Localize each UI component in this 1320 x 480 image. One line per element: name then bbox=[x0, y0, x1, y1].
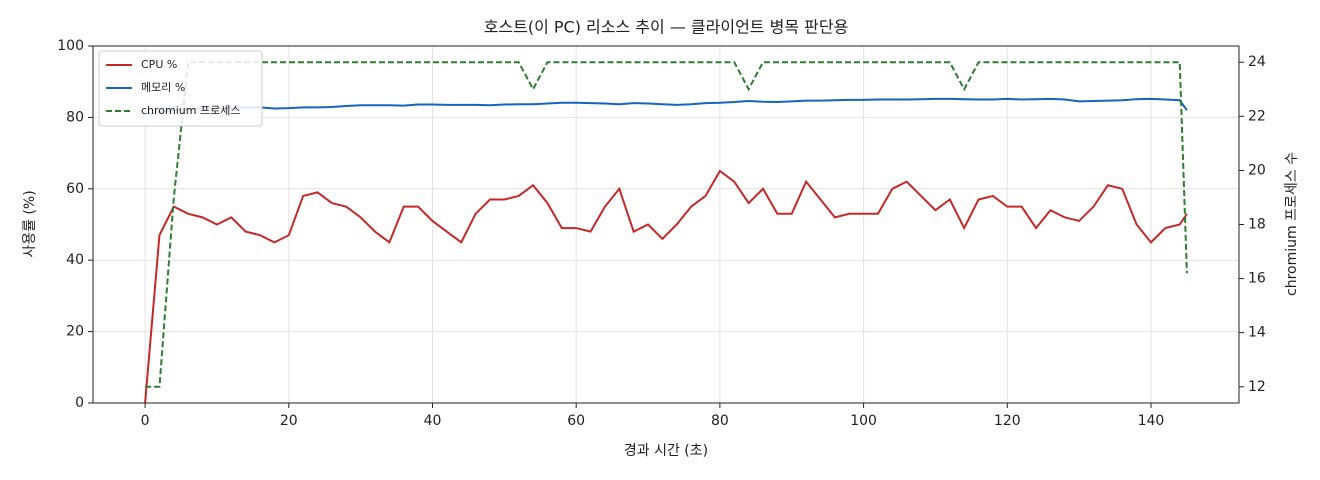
y2-axis-label: chromium 프로세스 수 bbox=[1284, 152, 1300, 296]
x-tick-label: 80 bbox=[711, 413, 729, 429]
x-tick-label: 120 bbox=[994, 413, 1021, 429]
y2-tick-label: 16 bbox=[1248, 271, 1266, 287]
x-tick-label: 0 bbox=[141, 413, 150, 429]
series-line bbox=[145, 61, 1188, 388]
y2-tick-label: 20 bbox=[1248, 162, 1266, 178]
y2-tick-label: 18 bbox=[1248, 217, 1266, 233]
y2-tick-label: 22 bbox=[1248, 108, 1266, 124]
x-tick-label: 20 bbox=[280, 413, 298, 429]
x-tick-label: 140 bbox=[1138, 413, 1165, 429]
y2-tick-label: 14 bbox=[1248, 325, 1266, 341]
x-tick-label: 40 bbox=[424, 413, 442, 429]
y-tick-label: 60 bbox=[66, 181, 84, 197]
legend-label: 메모리 % bbox=[141, 81, 185, 94]
chart-title: 호스트(이 PC) 리소스 추이 — 클라이언트 병목 판단용 bbox=[484, 18, 849, 37]
series-line bbox=[144, 97, 1188, 115]
y2-tick-label: 12 bbox=[1248, 379, 1266, 395]
y-axis-label: 사용률 (%) bbox=[22, 190, 38, 257]
y2-tick-label: 24 bbox=[1248, 54, 1266, 70]
legend-box bbox=[98, 50, 263, 127]
y-tick-label: 100 bbox=[57, 38, 84, 54]
x-tick-label: 100 bbox=[850, 413, 877, 429]
y-tick-label: 40 bbox=[66, 252, 84, 268]
y-tick-label: 80 bbox=[66, 109, 84, 125]
y-tick-label: 20 bbox=[66, 324, 84, 340]
plot-frame bbox=[92, 45, 1240, 404]
legend-label: CPU % bbox=[141, 58, 177, 71]
series-line bbox=[144, 169, 1188, 404]
legend-label: chromium 프로세스 bbox=[141, 104, 240, 117]
y-tick-label: 0 bbox=[75, 395, 84, 411]
x-axis-label: 경과 시간 (초) bbox=[624, 443, 708, 459]
x-tick-label: 60 bbox=[567, 413, 585, 429]
